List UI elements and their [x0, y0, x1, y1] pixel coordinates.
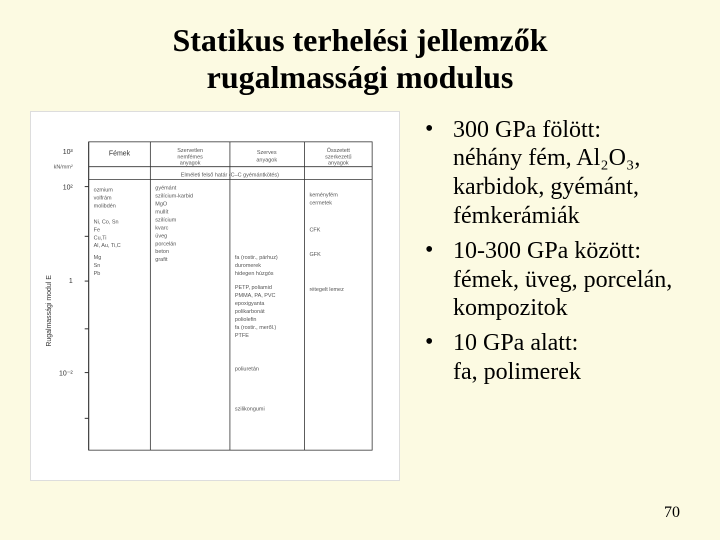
- svg-text:fa (rostir., meről.): fa (rostir., meről.): [235, 324, 277, 330]
- svg-text:GFK: GFK: [309, 252, 321, 258]
- bullet-2: • 10-300 GPa között: fémek, üveg, porcel…: [425, 237, 690, 323]
- svg-text:cermetek: cermetek: [309, 200, 332, 206]
- svg-text:szilícium: szilícium: [155, 217, 176, 223]
- svg-text:Cu,Ti: Cu,Ti: [94, 235, 107, 241]
- bullet-3-body: fa, polimerek: [453, 359, 581, 385]
- svg-text:epoxigyanta: epoxigyanta: [235, 301, 265, 307]
- svg-text:Fe: Fe: [94, 227, 100, 233]
- svg-text:szilícium-karbid: szilícium-karbid: [155, 193, 193, 199]
- svg-text:molibdén: molibdén: [94, 203, 116, 209]
- ytick-2: 1: [69, 278, 73, 285]
- svg-text:MgO: MgO: [155, 201, 167, 207]
- svg-text:kvarc: kvarc: [155, 225, 168, 231]
- header-3b: anyagok: [256, 157, 277, 163]
- header-3a: Szerves: [257, 149, 277, 155]
- bullet-2-heading: 10-300 GPa között:: [453, 238, 641, 264]
- bullet-3: • 10 GPa alatt: fa, polimerek: [425, 329, 690, 387]
- svg-text:PTFE: PTFE: [235, 332, 249, 338]
- svg-text:Ni, Co, Sn: Ni, Co, Sn: [94, 219, 119, 225]
- svg-text:Mg: Mg: [94, 255, 102, 261]
- svg-text:poliolefin: poliolefin: [235, 316, 257, 322]
- svg-text:hidegen húzgós: hidegen húzgós: [235, 271, 274, 277]
- svg-text:poliuretán: poliuretán: [235, 366, 259, 372]
- svg-text:Al, Au, Ti,C: Al, Au, Ti,C: [94, 243, 121, 249]
- bullet-list: • 300 GPa fölött: néhány fém, Al₂O₃, kar…: [400, 111, 720, 481]
- svg-text:keményfém: keményfém: [309, 192, 338, 198]
- svg-text:PMMA, PA, PVC: PMMA, PA, PVC: [235, 293, 276, 299]
- page-number: 70: [664, 504, 680, 522]
- svg-text:üveg: üveg: [155, 233, 167, 239]
- bullet-1-heading: 300 GPa fölött:: [453, 117, 601, 143]
- header-4c: anyagok: [328, 160, 349, 166]
- bullet-1: • 300 GPa fölött: néhány fém, Al₂O₃, kar…: [425, 116, 690, 231]
- bullet-1-body: néhány fém, Al₂O₃, karbidok, gyémánt, fé…: [453, 145, 640, 229]
- ytick-4: 10²: [63, 184, 74, 191]
- svg-text:porcelán: porcelán: [155, 241, 176, 247]
- title-line-2: rugalmassági modulus: [0, 59, 720, 96]
- y-label: Rugalmassági modul E: [46, 274, 53, 346]
- header-4a: Összetett: [327, 146, 351, 153]
- svg-text:volfrám: volfrám: [94, 195, 112, 201]
- title-line-1: Statikus terhelési jellemzők: [0, 22, 720, 59]
- bullet-2-body: fémek, üveg, porcelán, kompozitok: [453, 267, 672, 322]
- header-1: Fémek: [109, 150, 131, 157]
- svg-text:grafit: grafit: [155, 257, 168, 263]
- svg-text:szilikongumi: szilikongumi: [235, 406, 265, 412]
- svg-text:beton: beton: [155, 249, 169, 255]
- ytick-0: 10⁻²: [59, 370, 73, 377]
- svg-text:PETP, poliamid: PETP, poliamid: [235, 285, 272, 291]
- top-note: Elméleti felső határ (C–C gyémántkötés): [181, 172, 279, 178]
- svg-text:polikarbonát: polikarbonát: [235, 309, 265, 315]
- svg-text:CFK: CFK: [309, 227, 320, 233]
- svg-text:gyémánt: gyémánt: [155, 185, 176, 191]
- svg-text:ozmium: ozmium: [94, 187, 114, 193]
- svg-text:Sn: Sn: [94, 263, 101, 269]
- svg-text:rétegelt lemez: rétegelt lemez: [309, 287, 344, 293]
- svg-text:Pb: Pb: [94, 271, 101, 277]
- svg-text:mullít: mullít: [155, 209, 169, 215]
- svg-text:duromerek: duromerek: [235, 263, 261, 269]
- modulus-chart: Fémek Szervetlen nemfémes anyagok Szerve…: [30, 111, 400, 481]
- svg-text:fa (rostir., párhuz): fa (rostir., párhuz): [235, 255, 278, 261]
- ytick-5: 10³: [63, 148, 74, 155]
- y-unit: kN/mm²: [54, 164, 73, 170]
- header-2a: Szervetlen: [177, 147, 203, 153]
- header-2c: anyagok: [180, 160, 201, 166]
- bullet-3-heading: 10 GPa alatt:: [453, 330, 578, 356]
